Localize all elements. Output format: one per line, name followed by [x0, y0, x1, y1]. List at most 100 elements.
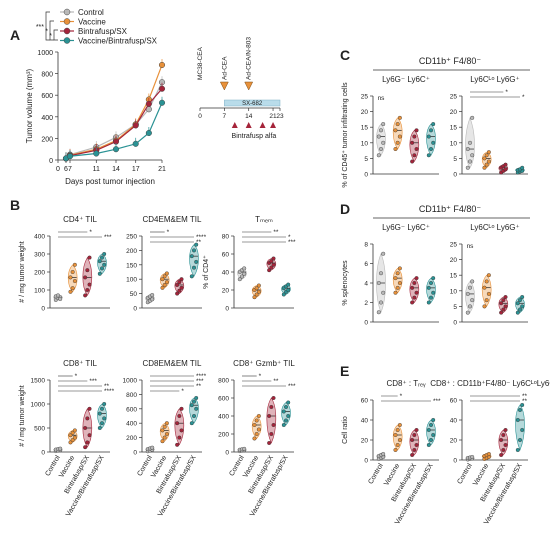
- B4-point-2-2: [87, 433, 92, 438]
- D1-y-tick-label-0: 0: [364, 320, 368, 327]
- E1-point-2-5: [414, 428, 419, 433]
- B3-sig-2: ***: [288, 239, 296, 246]
- B5-y-tick-label-2: 400: [126, 421, 137, 428]
- C1-point-1-2: [397, 134, 402, 139]
- D1-point-1-1: [395, 285, 400, 290]
- C2-point-0-0: [465, 165, 470, 170]
- E1-point-3-4: [429, 423, 434, 428]
- D1-y-label: % splenocytes: [342, 260, 349, 306]
- B3-y-tick-label-0: 0: [225, 306, 229, 313]
- B6-point-1-3: [252, 423, 257, 428]
- B3-point-0-5: [242, 266, 247, 271]
- a-point-2-5: [145, 100, 152, 107]
- schedule-tick-label-0: 0: [198, 113, 202, 120]
- D1-point-2-3: [410, 285, 415, 290]
- D2-y-tick-label-0: 0: [453, 320, 457, 327]
- panel-letter-e: E: [340, 363, 349, 379]
- B5-violin-2: [174, 408, 185, 446]
- D1-y-tick-label-2: 4: [364, 281, 368, 288]
- B3-y-tick-label-4: 80: [222, 234, 230, 241]
- B6-title: CD8⁺ Gzmb⁺ TIL: [233, 359, 295, 368]
- D1-point-1-0: [393, 290, 398, 295]
- B5-point-2-3: [175, 421, 180, 426]
- B4-sig-2: **: [104, 383, 110, 390]
- E1-point-1-1: [395, 443, 400, 448]
- B6-sig-2: ***: [288, 383, 296, 390]
- E2-point-3-2: [520, 428, 525, 433]
- B1-sig-0: *: [89, 229, 92, 236]
- C2-point-0-5: [470, 115, 475, 120]
- B2-point-0-2: [150, 297, 155, 302]
- B5-point-2-2: [179, 428, 184, 433]
- schedule-vaccine-marker-2: [244, 81, 254, 91]
- D1-point-3-0: [426, 300, 431, 305]
- C1-point-2-0: [410, 159, 415, 164]
- B5-sig-1: ***: [196, 378, 204, 385]
- C1-point-2-4: [412, 134, 417, 139]
- B2-title: CD4EM&EM TIL: [143, 215, 203, 224]
- B4-point-2-3: [83, 426, 88, 431]
- E1-y-tick-label-2: 40: [361, 418, 369, 425]
- D1-y-tick-label-4: 8: [364, 242, 368, 249]
- C2-point-1-2: [486, 159, 491, 164]
- D1-point-3-1: [429, 295, 434, 300]
- C1-y-tick-label-3: 15: [361, 125, 369, 132]
- legend-bracket-1: [49, 20, 54, 41]
- B4-point-2-5: [87, 406, 92, 411]
- B3-point-0-1: [239, 274, 244, 279]
- D2-point-0-1: [468, 304, 473, 309]
- E1-point-1-5: [397, 423, 402, 428]
- B1-sig-1: ***: [104, 234, 112, 241]
- C1-y-tick-label-4: 20: [361, 109, 369, 116]
- a-point-2-4: [132, 122, 139, 129]
- C1-point-3-4: [429, 128, 434, 133]
- B2-point-2-4: [177, 280, 182, 285]
- panel-d2: 0 5 10 15 20 25 Ly6Cᴸᵒ Ly6G⁺ ns: [450, 223, 528, 327]
- D2-title: Ly6Cᴸᵒ Ly6G⁺: [470, 223, 519, 232]
- E2-title: CD8⁺ : CD11b⁺F4/80⁻ Ly6CᴸᵒLy6G⁺: [430, 379, 550, 388]
- B5-point-3-1: [191, 414, 196, 419]
- B6-point-2-4: [269, 405, 274, 410]
- B5-point-1-4: [162, 424, 167, 429]
- B2-sig-1: ****: [196, 234, 207, 241]
- E1-x-label-0: Control: [367, 462, 385, 485]
- D2-y-tick-label-2: 10: [450, 288, 458, 295]
- D2-violin-3: [515, 296, 525, 314]
- C2-y-tick-label-0: 0: [453, 172, 457, 179]
- D2-y-tick-label-3: 15: [450, 273, 458, 280]
- D2-violin-1: [481, 274, 492, 307]
- B4-point-0-5: [58, 446, 63, 451]
- a-x-tick-label-1: 6: [64, 166, 68, 173]
- B5-point-2-0: [175, 442, 180, 447]
- D2-point-1-5: [486, 273, 491, 278]
- B2-point-3-2: [194, 259, 199, 264]
- D2-point-0-5: [470, 279, 475, 284]
- D2-point-1-3: [482, 285, 487, 290]
- B1-point-0-4: [56, 293, 61, 298]
- B4-title: CD8⁺ TIL: [63, 359, 97, 368]
- C1-violin-0: [376, 123, 386, 156]
- B6-point-1-1: [254, 432, 259, 437]
- B6-y-tick-label-1: 200: [218, 432, 229, 439]
- D2-point-3-3: [515, 301, 520, 306]
- E1-y-tick-label-0: 0: [364, 458, 368, 465]
- B2-point-1-5: [164, 271, 169, 276]
- legend-label-3: Vaccine/Bintrafusp/SX: [78, 37, 158, 46]
- B4-sig-0: *: [75, 373, 78, 380]
- D1-title: Ly6G⁻ Ly6C⁺: [382, 223, 430, 232]
- E2-point-3-5: [520, 403, 525, 408]
- E1-point-2-3: [410, 438, 415, 443]
- schedule-tick-label-4: 23: [276, 113, 284, 120]
- B3-point-1-5: [256, 283, 261, 288]
- E2-point-1-5: [486, 452, 491, 457]
- C1-point-2-3: [410, 140, 415, 145]
- E1-point-2-1: [412, 448, 417, 453]
- B3-point-2-0: [267, 268, 272, 273]
- B4-point-1-2: [72, 435, 77, 440]
- E2-y-tick-label-2: 40: [450, 418, 458, 425]
- C1-point-1-1: [395, 140, 400, 145]
- B2-y-tick-label-0: 0: [133, 306, 137, 313]
- E1-y-tick-label-1: 20: [361, 438, 369, 445]
